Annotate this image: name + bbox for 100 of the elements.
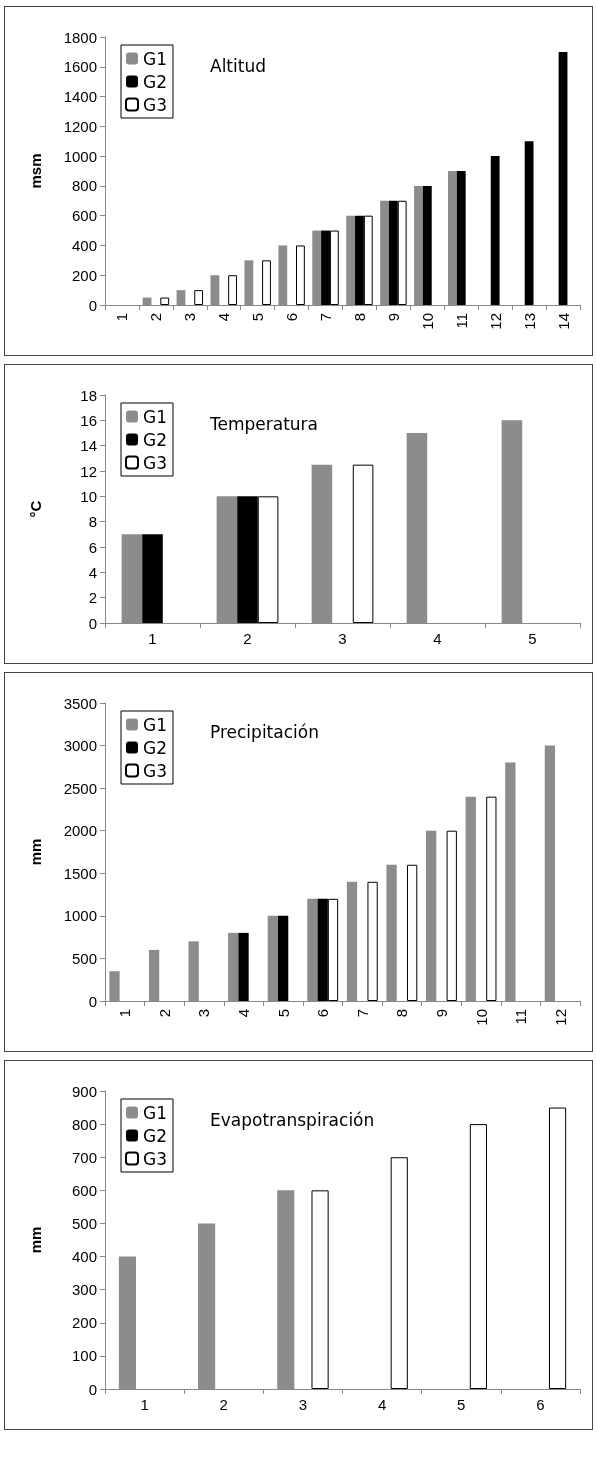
y-tick-label: 1500 [63, 864, 97, 882]
x-tick-label: 1 [140, 1396, 149, 1413]
bar [490, 156, 500, 305]
x-tick-label: 9 [432, 1009, 450, 1018]
x-tick-label: 5 [457, 1396, 466, 1413]
y-tick-label: 400 [71, 236, 97, 254]
y-tick-label: 1600 [63, 58, 97, 76]
x-tick-label: 4 [215, 313, 233, 322]
legend-label: G3 [143, 94, 167, 115]
bar [367, 881, 378, 1001]
legend-label: G3 [143, 760, 167, 781]
bar [486, 796, 497, 1001]
bar [296, 245, 305, 305]
y-tick-label: 800 [71, 1115, 97, 1133]
y-tick-label: 0 [88, 614, 97, 632]
y-tick-label: 200 [71, 266, 97, 284]
bar [262, 260, 271, 305]
text: Altitud [210, 55, 266, 76]
y-tick-label: 700 [71, 1148, 97, 1166]
legend-label: G2 [143, 71, 167, 92]
legend-label: G1 [143, 714, 167, 735]
x-tick-label: 13 [520, 313, 538, 330]
x-tick-label: 4 [433, 630, 442, 647]
y-tick-label: 400 [71, 1248, 97, 1266]
x-tick-label: 11 [512, 1009, 530, 1025]
bar [407, 864, 418, 1001]
y-axis-title: mm [27, 838, 44, 866]
y-tick-label: 0 [88, 992, 97, 1010]
x-tick-label: 12 [551, 1009, 569, 1026]
y-axis-title: mm [27, 1226, 44, 1254]
y-tick-label: 600 [71, 207, 97, 225]
y-tick-label: 500 [71, 1214, 97, 1232]
legend-label: G2 [143, 737, 167, 758]
y-tick-label: 3000 [63, 737, 97, 755]
y-tick-label: 1000 [63, 147, 97, 165]
y-tick-label: 1200 [63, 117, 97, 135]
y-tick-label: 200 [71, 1314, 97, 1332]
x-tick-label: 2 [243, 630, 252, 647]
y-tick-label: 4 [88, 563, 97, 581]
y-tick-label: 0 [88, 1380, 97, 1398]
y-tick-label: 1400 [63, 88, 97, 106]
bar [456, 171, 466, 305]
x-tick-label: 7 [317, 313, 335, 322]
legend-label: G1 [143, 48, 167, 69]
x-tick-label: 3 [298, 1396, 308, 1413]
x-tick-label: 8 [393, 1009, 411, 1018]
y-tick-label: 2500 [63, 779, 97, 797]
x-tick-label: 6 [283, 313, 301, 322]
y-tick-label: 8 [88, 513, 97, 531]
x-tick-label: 2 [147, 313, 165, 322]
bar [469, 1124, 487, 1389]
y-tick-label: 16 [80, 411, 97, 429]
x-tick-label: 14 [554, 313, 572, 330]
y-tick-label: 0 [88, 296, 97, 314]
bar [142, 534, 163, 623]
bar [390, 1157, 408, 1389]
y-tick-label: 6 [88, 538, 97, 556]
y-tick-label: 2 [88, 589, 97, 607]
y-tick-label: 18 [80, 386, 97, 404]
x-tick-label: 3 [181, 313, 199, 322]
y-axis-title: msm [27, 153, 44, 189]
legend-label: G3 [143, 452, 167, 473]
y-tick-label: 1800 [63, 28, 97, 46]
x-tick-label: 4 [235, 1009, 253, 1018]
x-tick-label: 1 [148, 630, 157, 647]
x-tick-label: 3 [338, 630, 347, 647]
legend-label: G1 [143, 406, 167, 427]
bar [228, 275, 237, 305]
x-tick-label: 10 [418, 313, 436, 330]
x-tick-label: 7 [353, 1009, 371, 1018]
legend-label: G2 [143, 429, 167, 450]
text: Evapotranspiración [210, 1109, 375, 1130]
x-tick-label: 5 [274, 1009, 292, 1018]
y-tick-label: 14 [80, 437, 97, 455]
x-tick-label: 11 [452, 313, 470, 329]
y-tick-label: 10 [80, 487, 97, 505]
y-tick-label: 500 [71, 949, 97, 967]
bar [160, 297, 170, 305]
x-tick-label: 5 [249, 313, 267, 322]
y-tick-label: 600 [71, 1181, 97, 1199]
y-tick-label: 12 [80, 462, 97, 480]
y-tick-label: 100 [71, 1347, 97, 1365]
bar [277, 915, 289, 1001]
bar [352, 464, 374, 623]
bar [558, 51, 568, 305]
x-tick-label: 1 [113, 313, 131, 322]
y-tick-label: 3500 [63, 694, 97, 712]
x-tick-label: 10 [472, 1009, 490, 1026]
y-tick-label: 1000 [63, 907, 97, 925]
bar [311, 1190, 329, 1389]
bar [422, 185, 432, 305]
bar [238, 932, 249, 1001]
x-tick-label: 2 [155, 1009, 173, 1018]
x-tick-label: 4 [377, 1396, 387, 1413]
y-tick-label: 800 [71, 177, 97, 195]
x-tick-label: 1 [116, 1009, 134, 1018]
bar [548, 1107, 567, 1389]
legend-label: G2 [143, 1125, 167, 1146]
x-tick-label: 9 [384, 313, 402, 322]
x-tick-label: 6 [536, 1396, 545, 1413]
